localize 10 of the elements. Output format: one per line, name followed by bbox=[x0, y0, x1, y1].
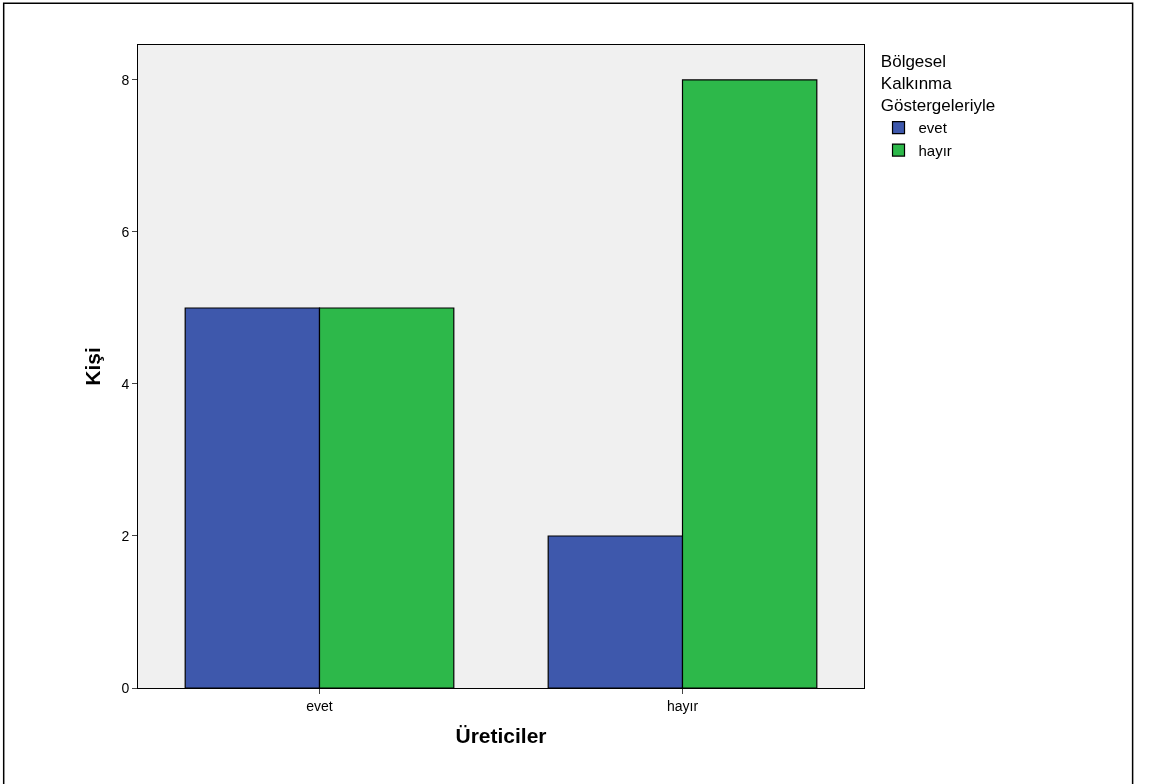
y-tick-label: 0 bbox=[121, 679, 130, 696]
y-tick-label: 4 bbox=[121, 375, 130, 392]
legend-title: Bölgesel Kalkınma Göstergeleriyle bbox=[880, 52, 996, 116]
y-tick-label: 8 bbox=[121, 71, 130, 88]
y-tick-label: 6 bbox=[121, 223, 130, 240]
y-axis-title: Kişi bbox=[80, 347, 104, 386]
legend-label: evet bbox=[918, 119, 948, 137]
legend-label: hayır bbox=[918, 141, 952, 159]
y-tick-label: 2 bbox=[121, 527, 130, 544]
x-axis-title: Üreticiler bbox=[455, 724, 547, 747]
